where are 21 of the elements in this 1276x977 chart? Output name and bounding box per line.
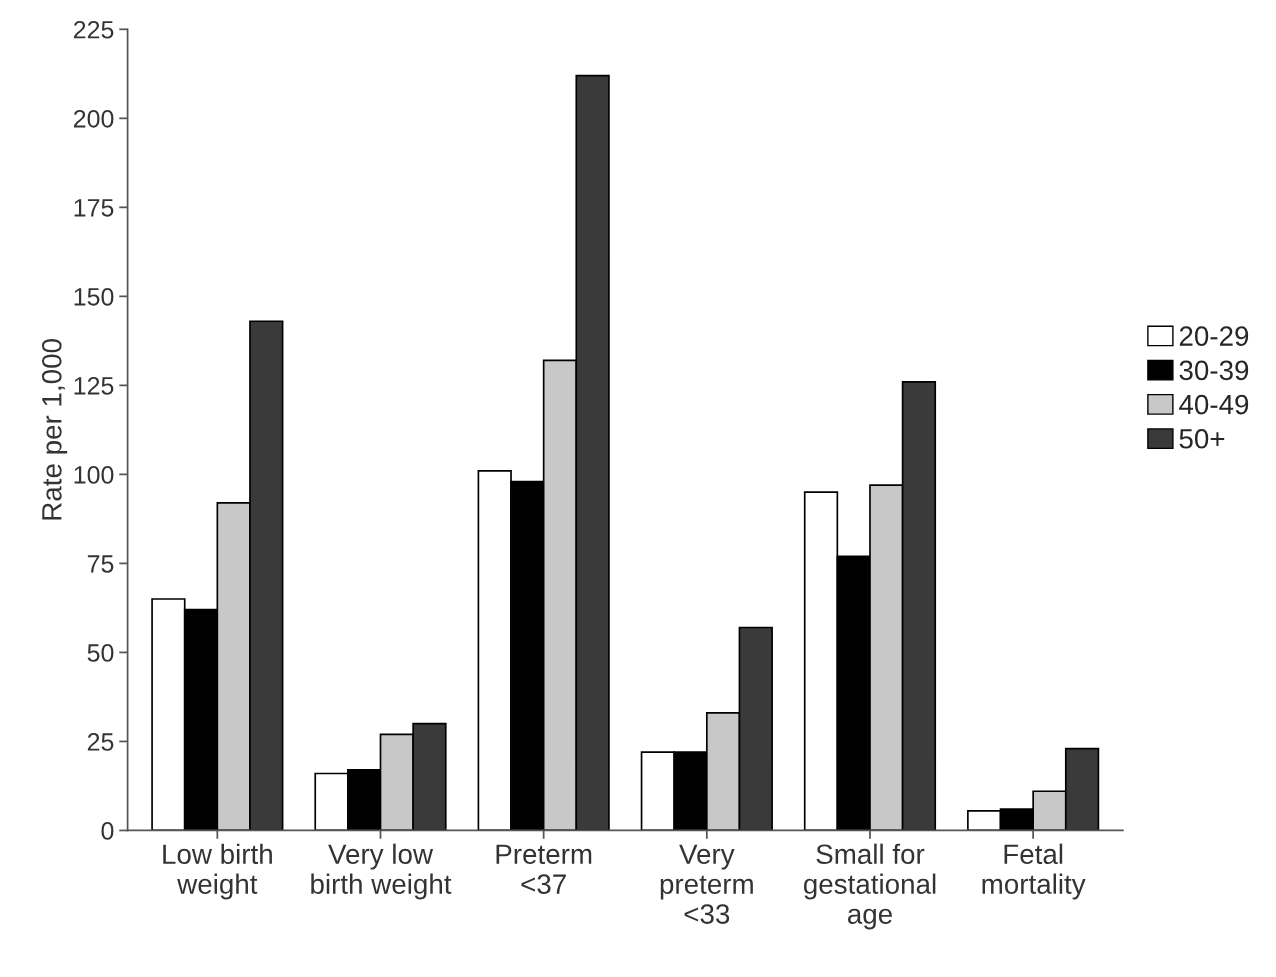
legend-label: 40-49 [1179,394,1249,415]
legend-label: 20-29 [1179,326,1249,346]
x-tick-label: Fetal mortality [982,843,1086,900]
legend-label: 50+ [1179,428,1225,449]
x-tick-label: Very preterm <33 [660,844,753,924]
y-tick-label: 225 [73,20,114,39]
y-tick-label: 0 [101,822,114,840]
y-axis-title: Rate per 1,000 [41,339,68,520]
y-tick-label: 150 [74,287,114,306]
y-tick-label: 100 [74,465,114,484]
legend-label: 30-39 [1179,360,1249,381]
x-tick-label: Very low birth weight [311,843,452,900]
x-tick-label: Low birth weight [163,843,272,900]
y-tick-label: 50 [87,644,114,662]
y-tick-label: 200 [73,109,114,128]
x-tick-label: Small for gestational age [803,843,936,930]
y-tick-label: 175 [74,199,114,217]
y-tick-label: 125 [74,376,114,395]
y-tick-label: 75 [87,555,114,573]
y-tick-label: 25 [87,733,114,751]
x-tick-label: Preterm <37 [496,844,592,894]
